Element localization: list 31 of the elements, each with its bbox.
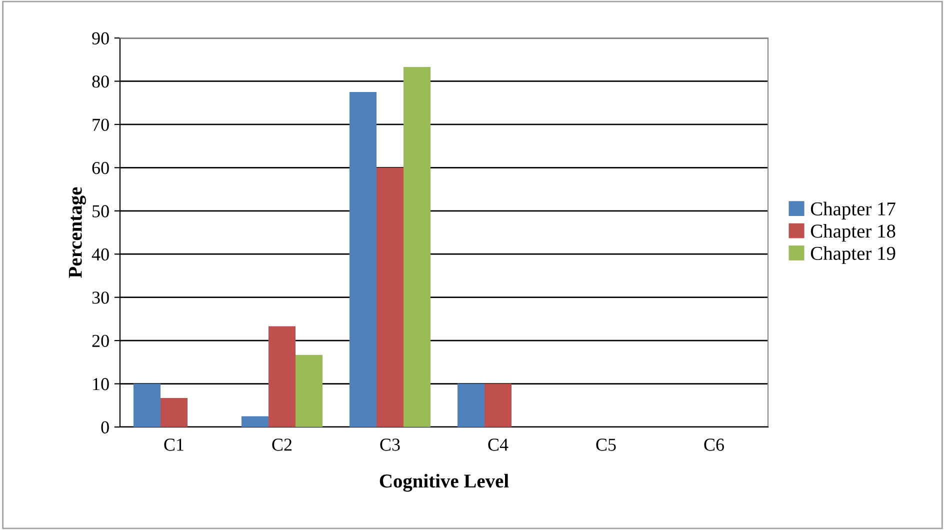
x-tick-label: C5 — [596, 438, 616, 451]
bar — [268, 326, 296, 427]
x-tick-label: C4 — [488, 438, 508, 451]
y-axis-title: Percentage — [68, 187, 86, 278]
x-tick-label: C6 — [704, 438, 724, 451]
bar — [134, 384, 160, 427]
y-tick-label: 50 — [92, 205, 109, 218]
y-tick-label: 0 — [101, 421, 109, 434]
y-tick-label: 80 — [92, 75, 109, 88]
legend-label: Chapter 18 — [810, 224, 896, 242]
y-tick-label: 60 — [92, 162, 109, 174]
bar — [296, 354, 322, 427]
legend-label: Chapter 19 — [810, 246, 896, 264]
y-tick-label: 10 — [93, 378, 109, 390]
bar — [458, 384, 484, 427]
bar — [350, 92, 376, 427]
legend-label: Chapter 17 — [810, 202, 896, 220]
x-tick-label: C3 — [380, 438, 400, 451]
x-tick-label: C1 — [164, 438, 184, 451]
y-tick-label: 40 — [92, 248, 109, 261]
bar — [160, 398, 188, 427]
y-tick-label: 70 — [92, 118, 109, 131]
bar — [404, 66, 430, 427]
y-tick-label: 20 — [92, 334, 109, 347]
bar — [376, 168, 404, 427]
x-tick-label: C2 — [272, 438, 292, 451]
y-tick-label: 30 — [92, 292, 109, 304]
x-axis-title: Cognitive Level — [380, 474, 509, 492]
bar — [484, 384, 512, 427]
y-tick-label: 90 — [92, 32, 109, 44]
bar — [242, 416, 268, 427]
